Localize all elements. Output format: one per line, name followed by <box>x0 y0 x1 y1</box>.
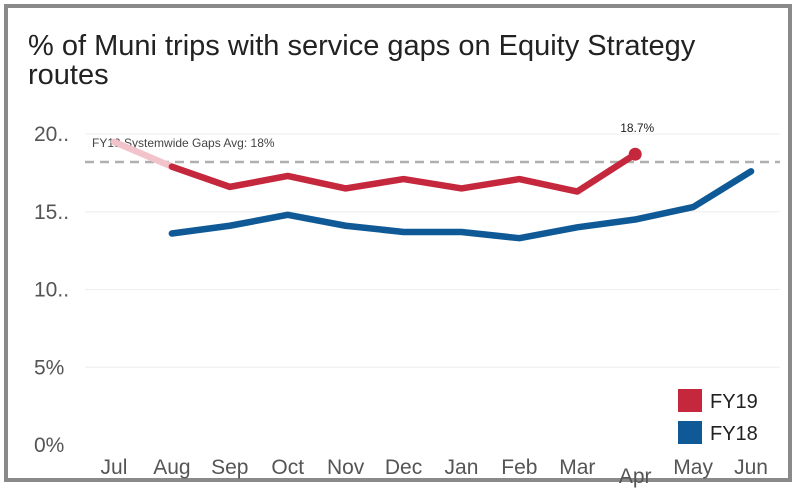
x-tick-label: Dec <box>385 456 422 479</box>
grid-lines <box>85 133 780 368</box>
x-axis: Jul Aug Sep Oct Nov Dec Jan Feb Mar Apr May Jun <box>101 456 768 488</box>
series-line-fy19 <box>168 150 639 195</box>
x-tick-label: Nov <box>327 456 365 479</box>
x-tick-label: May <box>673 456 713 479</box>
legend-label-fy18: FY18 <box>710 423 758 445</box>
series-lines <box>110 138 755 242</box>
annotations: 18.7% <box>620 121 654 135</box>
chart-frame <box>4 4 792 482</box>
x-tick-label: Sep <box>211 456 248 479</box>
x-tick-label: Mar <box>559 456 595 479</box>
chart-title: % of Muni trips with service gaps on Equ… <box>28 30 696 91</box>
legend-label-fy19: FY19 <box>710 391 758 413</box>
x-tick-label: Jan <box>445 456 479 479</box>
y-axis: 0% 5% 10.. 15.. 20.. <box>34 123 69 457</box>
x-tick-label: Aug <box>153 456 190 479</box>
x-tick-label: Jul <box>101 456 128 479</box>
y-tick-label: 0% <box>34 434 64 457</box>
legend-swatch-fy18 <box>678 421 702 444</box>
x-tick-label: Feb <box>501 456 537 479</box>
series-line-fy18 <box>168 168 755 242</box>
y-tick-label: 20.. <box>34 123 69 146</box>
series-line-fy19-jul-segment <box>110 138 176 170</box>
reference-line-label: FY19 Systemwide Gaps Avg: 18% <box>92 136 275 150</box>
y-tick-label: 5% <box>34 356 64 379</box>
x-tick-label: Apr <box>619 465 652 488</box>
legend-swatch-fy19 <box>678 389 702 412</box>
legend: FY19 FY18 <box>678 389 758 445</box>
reference-line-group: FY19 Systemwide Gaps Avg: 18% <box>85 136 780 164</box>
x-tick-label: Jun <box>734 456 768 479</box>
y-tick-label: 15.. <box>34 201 69 224</box>
data-label: 18.7% <box>620 121 654 135</box>
x-tick-label: Oct <box>271 456 304 479</box>
y-tick-label: 10.. <box>34 279 69 302</box>
series-point-fy19-apr <box>628 147 642 161</box>
